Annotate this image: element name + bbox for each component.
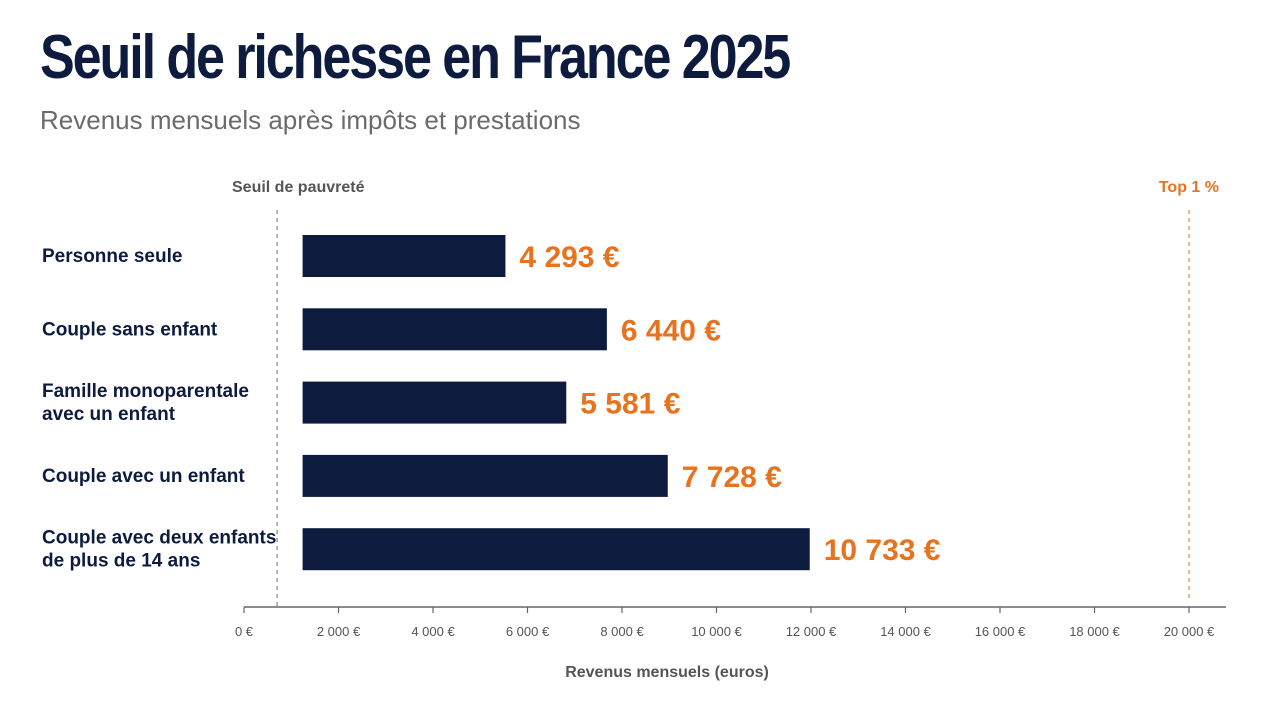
bar xyxy=(302,381,567,424)
x-tick-label: 4 000 € xyxy=(411,624,455,639)
x-tick-label: 18 000 € xyxy=(1069,624,1120,639)
value-label: 4 293 € xyxy=(519,241,619,274)
x-tick-label: 0 € xyxy=(235,624,254,639)
value-label: 7 728 € xyxy=(682,461,782,494)
bar xyxy=(302,235,506,277)
page-title: Seuil de richesse en France 2025 xyxy=(40,23,791,92)
x-tick-label: 2 000 € xyxy=(317,624,361,639)
category-label: Couple avec un enfant xyxy=(42,466,245,487)
x-tick-label: 20 000 € xyxy=(1164,624,1215,639)
top-1-percent-label: Top 1 % xyxy=(1159,179,1219,196)
x-tick-label: 16 000 € xyxy=(975,624,1026,639)
poverty-threshold-label: Seuil de pauvreté xyxy=(232,179,365,196)
x-tick-label: 10 000 € xyxy=(691,624,742,639)
value-label: 6 440 € xyxy=(621,314,721,347)
x-axis-title: Revenus mensuels (euros) xyxy=(565,664,769,681)
value-label: 5 581 € xyxy=(580,388,680,421)
x-tick-label: 8 000 € xyxy=(600,624,644,639)
bar xyxy=(302,308,607,351)
value-label: 10 733 € xyxy=(824,534,941,567)
category-label: Couple avec deux enfants de plus de 14 an… xyxy=(42,528,276,572)
bar xyxy=(302,454,668,497)
bar xyxy=(302,528,810,571)
category-label: Famille monoparentale avec un enfant xyxy=(42,381,249,425)
x-tick-label: 14 000 € xyxy=(880,624,931,639)
x-tick-label: 12 000 € xyxy=(786,624,837,639)
category-label: Personne seule xyxy=(42,246,182,267)
category-label: Couple sans enfant xyxy=(42,319,218,340)
page-subtitle: Revenus mensuels après impôts et prestat… xyxy=(40,105,581,135)
x-tick-label: 6 000 € xyxy=(506,624,550,639)
